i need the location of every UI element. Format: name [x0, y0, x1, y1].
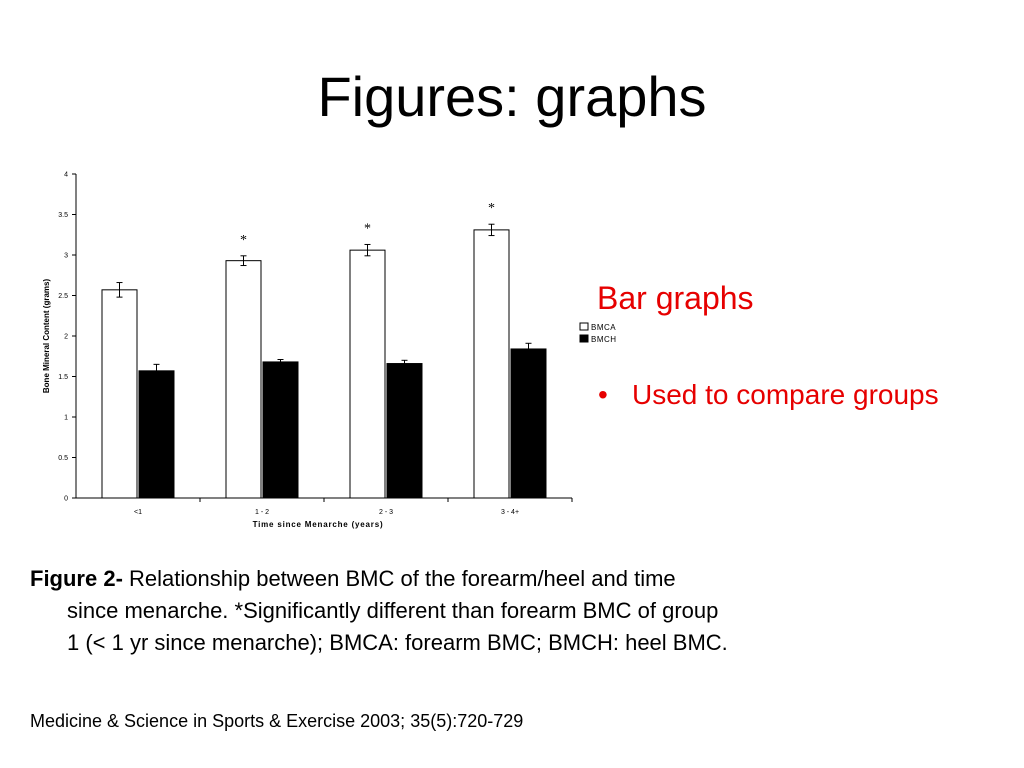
y-tick-label: 2.5 [58, 293, 68, 300]
bar-bmca [225, 260, 262, 499]
significance-marker: * [364, 221, 371, 236]
bullet-item: • Used to compare groups [598, 377, 939, 413]
x-tick-label: 1 - 2 [255, 509, 269, 516]
y-tick-label: 1.5 [58, 374, 68, 381]
x-tick-label: 2 - 3 [379, 509, 393, 516]
figure-caption: Figure 2- Relationship between BMC of th… [30, 563, 960, 659]
y-tick-label: 4 [64, 172, 68, 179]
bar-bmch [138, 370, 175, 499]
legend-swatch-bmch [579, 334, 589, 343]
bullet-glyph: • [598, 379, 608, 410]
caption-line-1: Figure 2- Relationship between BMC of th… [30, 563, 960, 595]
y-axis-title: Bone Mineral Content (grams) [42, 279, 51, 394]
side-heading: Bar graphs [597, 280, 754, 316]
bar-bmca [473, 229, 510, 499]
citation: Medicine & Science in Sports & Exercise … [30, 711, 524, 731]
caption-line-2: since menarche. *Significantly different… [67, 598, 719, 623]
bar-bmca [349, 249, 386, 499]
legend-label-bmca: BMCA [591, 323, 616, 332]
significance-marker: * [240, 233, 247, 248]
caption-line-3: 1 (< 1 yr since menarche); BMCA: forearm… [67, 630, 728, 655]
x-axis-title: Time since Menarche (years) [253, 520, 384, 529]
bar-bmch [510, 348, 547, 499]
y-tick-label: 0 [64, 496, 68, 503]
bar-bmch [262, 361, 299, 499]
x-tick-label: 3 - 4+ [501, 509, 519, 516]
y-tick-label: 3 [64, 253, 68, 260]
slide-title: Figures: graphs [317, 65, 707, 128]
y-tick-label: 3.5 [58, 212, 68, 219]
x-tick-label: <1 [134, 509, 142, 516]
y-tick-label: 1 [64, 415, 68, 422]
significance-marker: * [488, 201, 495, 216]
caption-line-1-text: Relationship between BMC of the forearm/… [122, 566, 676, 591]
bar-bmch [386, 363, 423, 499]
legend-label-bmch: BMCH [591, 335, 617, 344]
bullet-text: Used to compare groups [632, 379, 939, 410]
legend-swatch-bmca [579, 322, 589, 331]
bar-bmca [101, 289, 138, 499]
y-tick-label: 2 [64, 334, 68, 341]
caption-lead: Figure 2- [30, 566, 123, 591]
y-tick-label: 0.5 [58, 455, 68, 462]
